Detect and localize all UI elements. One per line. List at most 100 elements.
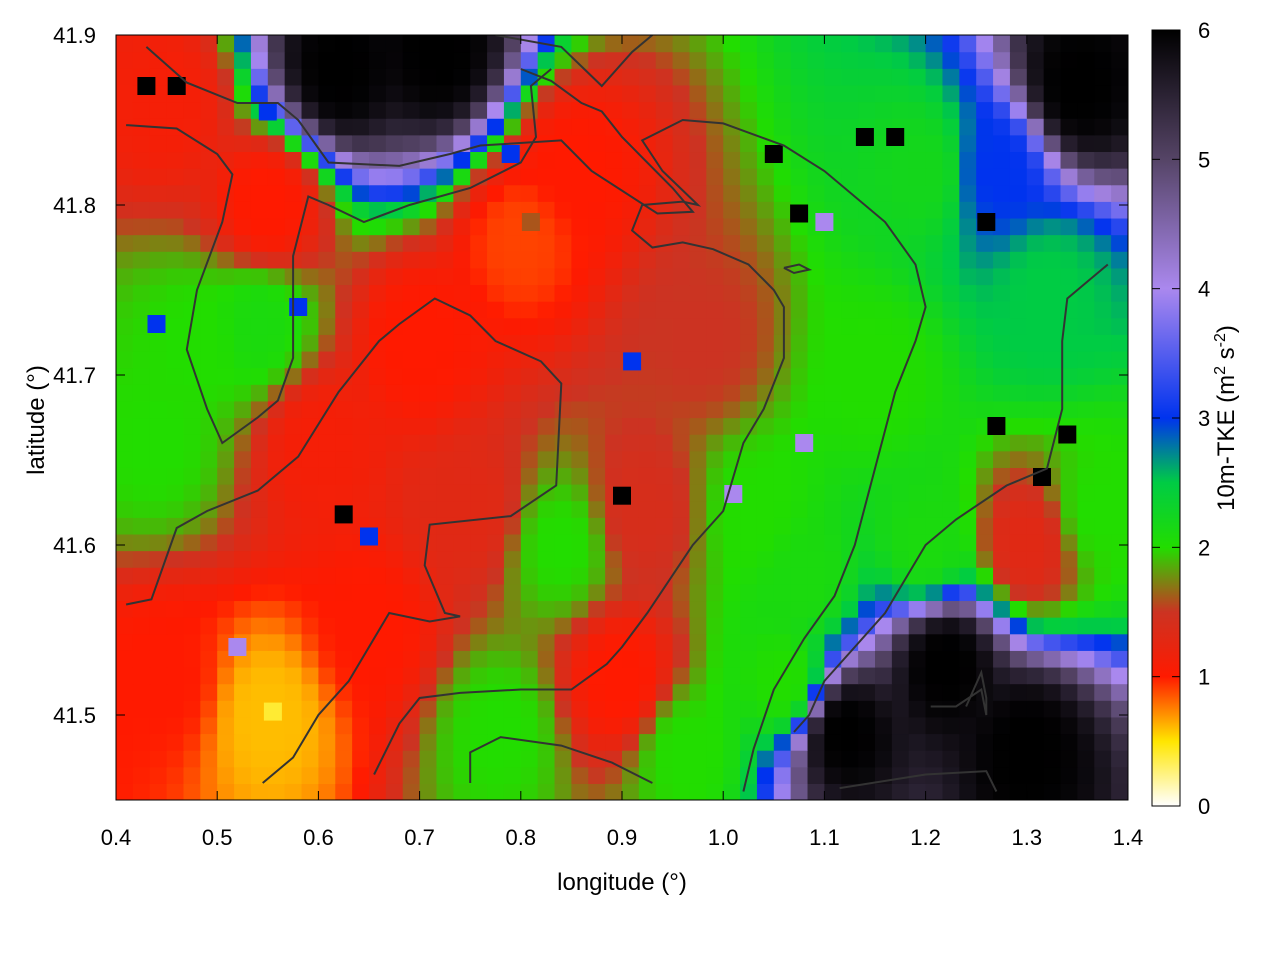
- heatmap-cell: [402, 367, 421, 385]
- heatmap-cells: [116, 35, 1128, 800]
- heatmap-cell: [369, 500, 387, 518]
- heatmap-cell: [369, 367, 387, 385]
- heatmap-cell: [1077, 484, 1095, 502]
- heatmap-cell: [756, 317, 775, 335]
- heatmap-cell: [318, 500, 336, 518]
- heatmap-cell: [622, 400, 640, 419]
- heatmap-cell: [1094, 234, 1112, 252]
- heatmap-cell: [352, 450, 370, 468]
- heatmap-cell: [756, 600, 775, 618]
- heatmap-cell: [824, 317, 842, 335]
- heatmap-cell: [554, 168, 572, 186]
- heatmap-cell: [638, 417, 657, 435]
- heatmap-cell: [149, 500, 168, 518]
- heatmap-cell: [993, 550, 1011, 568]
- heatmap-cell: [217, 284, 235, 302]
- heatmap-cell: [773, 683, 792, 701]
- heatmap-cell: [352, 600, 370, 618]
- heatmap-cell: [166, 251, 185, 269]
- heatmap-cell: [318, 617, 336, 635]
- heatmap-cell: [706, 384, 724, 402]
- heatmap-cell: [385, 101, 404, 119]
- heatmap-cell: [116, 267, 134, 286]
- heatmap-cell: [520, 517, 539, 535]
- heatmap-cell: [419, 51, 438, 69]
- heatmap-cell: [942, 151, 960, 169]
- heatmap-cell: [116, 168, 134, 186]
- heatmap-cell: [166, 733, 185, 751]
- heatmap-cell: [858, 716, 876, 735]
- heatmap-cell: [369, 683, 387, 701]
- heatmap-cell: [183, 484, 201, 502]
- heatmap-cell: [166, 467, 185, 485]
- heatmap-cell: [1009, 118, 1028, 136]
- colorbar-tick-label: 4: [1198, 277, 1210, 302]
- heatmap-cell: [908, 217, 927, 236]
- heatmap-cell: [1026, 384, 1045, 402]
- heatmap-cell: [790, 517, 809, 535]
- heatmap-cell: [622, 450, 640, 468]
- heatmap-cell: [622, 118, 640, 136]
- heatmap-cell: [116, 417, 134, 435]
- heatmap-cell: [503, 583, 522, 602]
- heatmap-cell: [858, 683, 876, 701]
- heatmap-cell: [470, 35, 488, 53]
- heatmap-cell: [1094, 51, 1112, 69]
- heatmap-cell: [824, 666, 842, 685]
- heatmap-cell: [250, 750, 269, 768]
- heatmap-cell: [301, 384, 319, 402]
- heatmap-cell: [554, 184, 572, 202]
- heatmap-cell: [267, 284, 286, 302]
- heatmap-cell: [503, 633, 522, 651]
- heatmap-cell: [571, 350, 589, 369]
- heatmap-cell: [993, 484, 1011, 502]
- heatmap-cell: [1043, 251, 1062, 269]
- heatmap-cell: [217, 417, 235, 435]
- heatmap-cell: [706, 633, 724, 651]
- heatmap-cell: [487, 217, 505, 236]
- heatmap-cell: [166, 500, 185, 518]
- heatmap-cell: [554, 700, 572, 718]
- heatmap-cell: [773, 467, 792, 485]
- heatmap-cell: [1111, 600, 1128, 618]
- heatmap-cell: [537, 434, 556, 452]
- heatmap-cell: [520, 600, 539, 618]
- heatmap-cell: [1094, 317, 1112, 335]
- heatmap-cell: [1026, 567, 1045, 585]
- heatmap-cell: [1043, 600, 1062, 618]
- heatmap-cell: [740, 35, 758, 53]
- heatmap-cell: [672, 251, 691, 269]
- heatmap-cell: [925, 666, 944, 685]
- heatmap-cell: [723, 317, 741, 335]
- heatmap-cell: [132, 134, 151, 153]
- heatmap-cell: [554, 350, 572, 369]
- heatmap-cell: [807, 184, 825, 202]
- heatmap-cell: [1060, 251, 1078, 269]
- heatmap-cell: [875, 750, 893, 768]
- heatmap-cell: [622, 151, 640, 169]
- heatmap-cell: [132, 417, 151, 435]
- heatmap-cell: [689, 600, 707, 618]
- heatmap-cell: [402, 234, 421, 252]
- heatmap-cell: [689, 484, 707, 502]
- heatmap-cell: [655, 384, 674, 402]
- heatmap-cell: [436, 434, 454, 452]
- heatmap-cell: [790, 35, 809, 53]
- heatmap-cell: [453, 350, 471, 369]
- heatmap-cell: [352, 201, 370, 219]
- heatmap-cell: [790, 700, 809, 718]
- heatmap-cell: [672, 650, 691, 668]
- heatmap-cell: [875, 317, 893, 335]
- heatmap-cell: [402, 550, 421, 568]
- heatmap-hotspot: [977, 213, 996, 231]
- heatmap-cell: [487, 750, 505, 768]
- heatmap-cell: [436, 168, 454, 186]
- heatmap-cell: [116, 716, 134, 735]
- heatmap-cell: [908, 301, 927, 319]
- heatmap-cell: [267, 716, 286, 735]
- heatmap-cell: [942, 716, 960, 735]
- heatmap-cell: [234, 533, 252, 552]
- heatmap-cell: [402, 334, 421, 352]
- heatmap-cell: [976, 533, 994, 552]
- heatmap-cell: [453, 134, 471, 153]
